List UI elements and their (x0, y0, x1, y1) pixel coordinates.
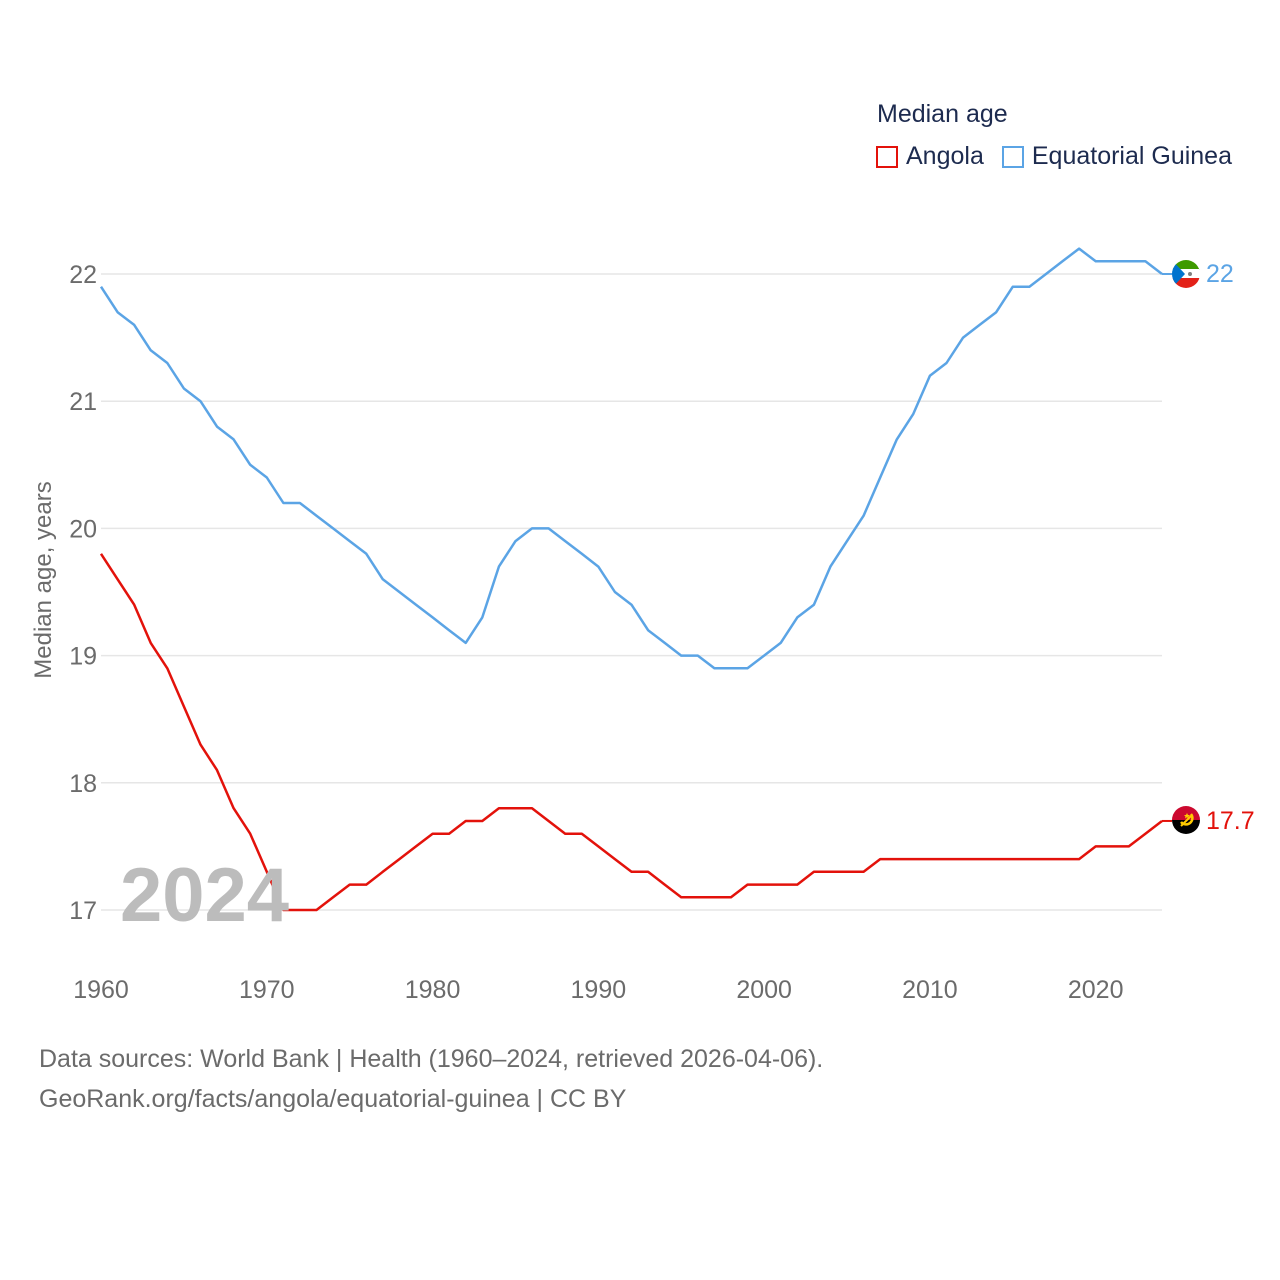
y-axis-label: Median age, years (30, 481, 57, 678)
x-tick-label: 1970 (239, 976, 295, 1004)
y-axis-ticks: 17 18 19 20 21 22 (69, 261, 97, 925)
y-tick-label: 19 (69, 643, 97, 671)
grid-lines (101, 273, 1162, 911)
legend-label-angola: Angola (906, 142, 984, 170)
series-end-markers (1172, 260, 1200, 834)
equatorial-guinea-flag-icon (1172, 260, 1200, 288)
legend-swatch-equatorial-guinea (1001, 145, 1024, 168)
legend-item-equatorial-guinea[interactable]: Equatorial Guinea (1001, 142, 1232, 171)
source-line-2[interactable]: GeoRank.org/facts/angola/equatorial-guin… (39, 1085, 627, 1113)
y-tick-label: 18 (69, 770, 97, 798)
x-tick-label: 2020 (1068, 976, 1124, 1004)
y-tick-label: 22 (69, 261, 97, 289)
angola-flag-icon (1172, 806, 1200, 834)
legend-label-equatorial-guinea: Equatorial Guinea (1031, 142, 1232, 170)
y-tick-label: 20 (69, 515, 97, 543)
legend: Angola Equatorial Guinea (876, 142, 1250, 171)
legend-title: Median age (877, 100, 1008, 128)
source-line-1: Data sources: World Bank | Health (1960–… (39, 1045, 824, 1073)
x-tick-label: 2010 (902, 976, 958, 1004)
x-axis-ticks: 1960 1970 1980 1990 2000 2010 2020 (73, 976, 1123, 1004)
end-value-label-angola: 17.7 (1206, 807, 1255, 835)
series-line-angola[interactable] (99, 553, 1163, 912)
x-tick-label: 1960 (73, 976, 129, 1004)
series-lines (99, 247, 1172, 912)
y-tick-label: 21 (69, 388, 97, 416)
year-label: 2024 (120, 853, 290, 938)
series-end-labels: 17.7 22 (1206, 260, 1255, 835)
x-tick-label: 1990 (571, 976, 627, 1004)
y-tick-label: 17 (69, 897, 97, 925)
x-tick-label: 2000 (736, 976, 792, 1004)
end-value-label-equatorial-guinea: 22 (1206, 260, 1234, 288)
x-tick-label: 1980 (405, 976, 461, 1004)
legend-swatch-angola (876, 145, 898, 168)
series-line-equatorial-guinea[interactable] (99, 247, 1163, 670)
legend-item-angola[interactable]: Angola (876, 142, 984, 171)
